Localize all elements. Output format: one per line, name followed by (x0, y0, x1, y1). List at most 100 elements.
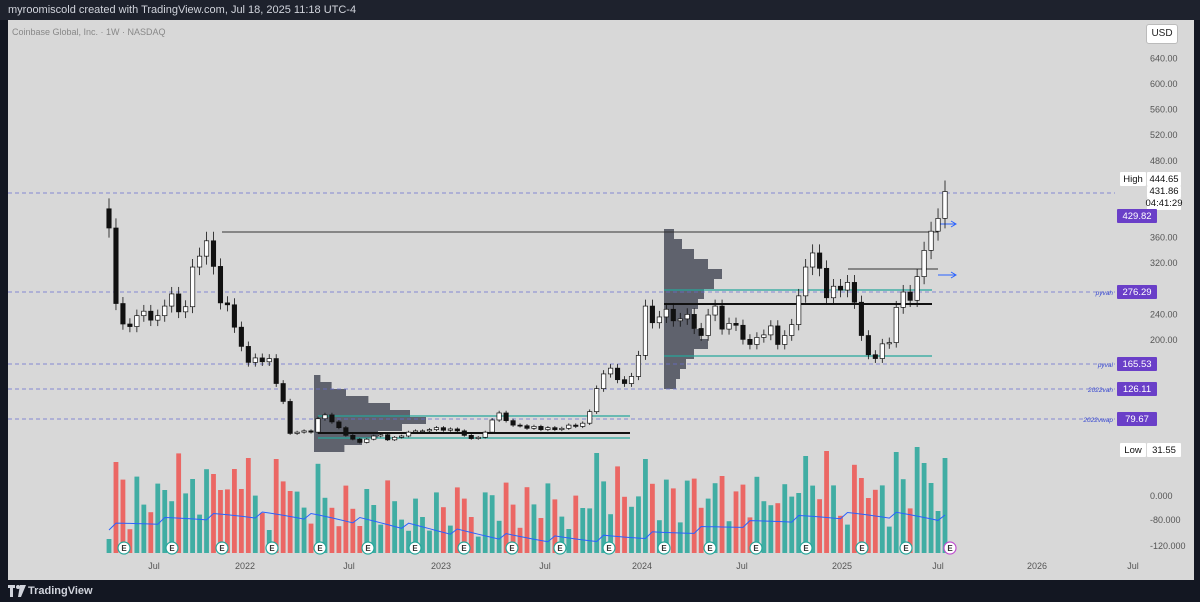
volume-bar (308, 523, 314, 553)
candle-body (406, 431, 412, 437)
high-label-bg (1120, 172, 1146, 186)
candle-body (851, 282, 857, 303)
volume-bar (886, 526, 892, 553)
volume-bar (817, 499, 822, 553)
volume-profile-bar (664, 309, 692, 319)
volume-bar (782, 484, 788, 553)
earnings-marker-icon (899, 541, 913, 555)
candle-body (810, 252, 816, 268)
volume-profile-bar (664, 239, 682, 249)
volume-profile-bar (664, 319, 694, 329)
volume-bar (169, 501, 175, 553)
volume-bar (733, 491, 739, 553)
time-tick-label: Jul (148, 561, 160, 571)
earnings-marker-icon (117, 541, 131, 555)
volume-bar (872, 489, 878, 553)
volume-profile-bar (664, 269, 722, 279)
candle-body (754, 337, 760, 345)
earnings-marker-icon (165, 541, 179, 555)
earnings-marker-label: E (557, 544, 563, 553)
level-value-tag: 276.29 (1122, 287, 1151, 298)
volume-bar (273, 459, 279, 553)
earnings-marker-label: E (903, 544, 909, 553)
volume-bar (587, 508, 593, 553)
volume-profile-bar (314, 382, 332, 389)
volume-bar (761, 501, 767, 553)
candle-body (691, 314, 697, 329)
volume-bar (106, 539, 112, 553)
candle-body (531, 426, 537, 429)
arrow-head-icon (950, 220, 957, 228)
earnings-marker-icon (265, 541, 279, 555)
candle-body (928, 230, 934, 251)
earnings-marker-label: E (803, 544, 809, 553)
candle-body (670, 308, 676, 322)
candle-body (190, 266, 196, 308)
last-price: 431.86 (1149, 186, 1178, 197)
candle-body (914, 276, 920, 301)
candle-body (141, 310, 147, 317)
candle-body (775, 325, 781, 345)
price-tick-label: 320.00 (1150, 258, 1178, 268)
earnings-marker-label: E (661, 544, 667, 553)
candle-body (684, 314, 690, 320)
footer-brand: TradingView (28, 585, 93, 597)
volume-bar (434, 492, 439, 553)
time-tick-label: Jul (1127, 561, 1139, 571)
volume-profile-bar (314, 438, 362, 445)
volume-profile-bar (314, 445, 345, 452)
price-tick-label: 360.00 (1150, 233, 1178, 243)
candle-body (252, 357, 258, 363)
level-value-tag-bg (1117, 285, 1157, 299)
candle-body (719, 305, 725, 330)
volume-bar (705, 498, 711, 553)
high-value-bg (1147, 172, 1181, 186)
high-label: High (1123, 174, 1143, 185)
candle-body (615, 367, 621, 381)
candle-body (552, 427, 558, 430)
volume-bar (545, 483, 551, 553)
currency-button[interactable]: USD (1146, 24, 1178, 44)
earnings-marker-icon (408, 541, 422, 555)
earnings-marker-label: E (859, 544, 865, 553)
earnings-marker-label: E (365, 544, 371, 553)
candle-body (865, 335, 871, 356)
candle-body (412, 430, 419, 433)
candle-body (566, 424, 572, 429)
volume-bar (287, 491, 293, 553)
candle-body (120, 303, 126, 325)
chart-area[interactable]: E E E E E E E E E E E E E E E E E E 640.00 600.00 560.00 520… (8, 20, 1194, 580)
volume-bar (601, 481, 607, 553)
volume-bar (852, 464, 857, 553)
level-name: 2022vah (1087, 387, 1113, 394)
earnings-marker-icon (703, 541, 717, 555)
volume-bar (475, 536, 481, 553)
volume-bar (127, 529, 133, 553)
earnings-marker-icon (215, 541, 229, 555)
candle-body (573, 424, 579, 427)
volume-bar (900, 479, 906, 553)
volume-bar (663, 479, 669, 553)
candle-body (113, 227, 119, 304)
volume-bar (162, 490, 168, 553)
candle-body (635, 355, 642, 377)
candle-body (789, 324, 795, 336)
volume-bar (322, 497, 328, 553)
candle-body (747, 339, 753, 345)
candle-body (900, 291, 906, 308)
volume-tick-label: -80.000 (1150, 515, 1181, 525)
earnings-marker-label: E (509, 544, 515, 553)
volume-bar (914, 447, 920, 553)
volume-bar (636, 496, 641, 553)
volume-profile-bar (664, 349, 694, 359)
volume-bar (441, 507, 446, 553)
volume-bar (559, 516, 565, 553)
volume-bar (420, 517, 425, 553)
candle-body (872, 354, 878, 359)
volume-bar (907, 508, 913, 553)
volume-bar (942, 458, 948, 553)
volume-bar (859, 478, 864, 553)
earnings-marker-label: E (219, 544, 225, 553)
candle-body (259, 357, 265, 363)
earnings-marker-label: E (412, 544, 418, 553)
